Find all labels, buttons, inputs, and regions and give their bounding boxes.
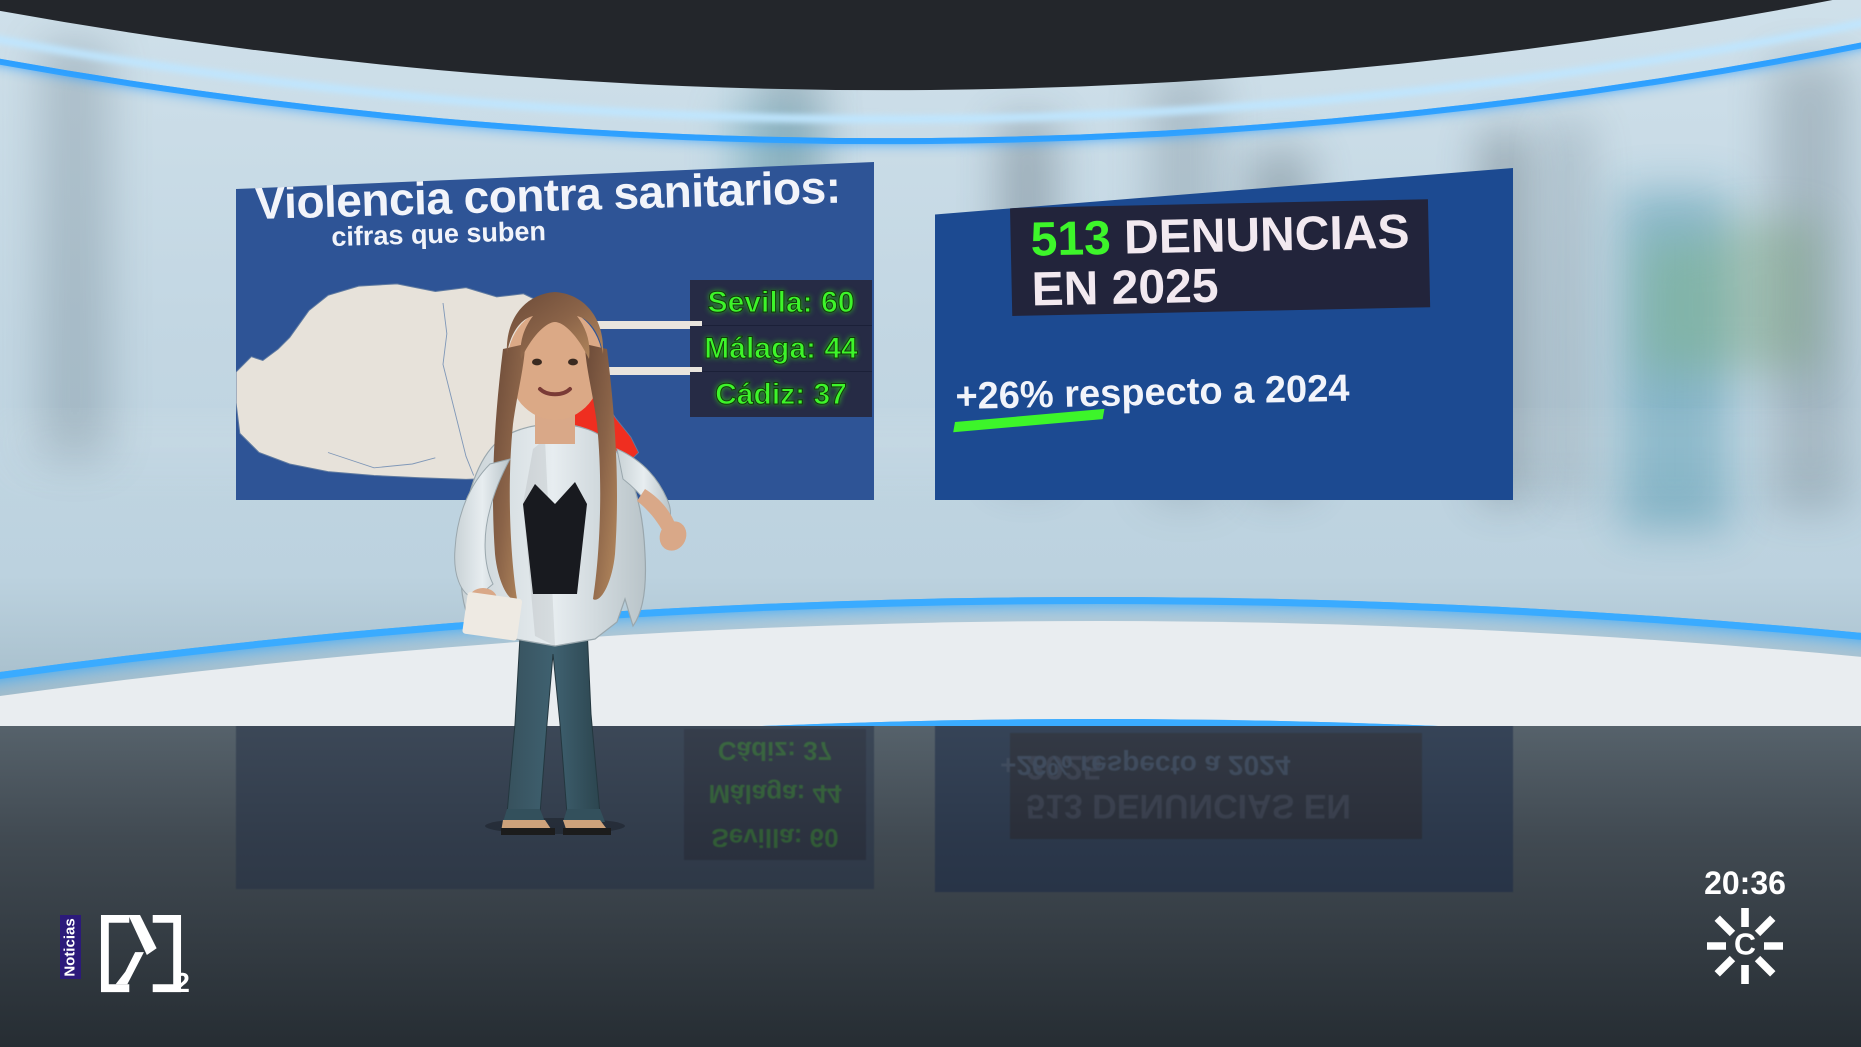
svg-text:2: 2 bbox=[175, 967, 190, 997]
svg-text:C: C bbox=[1734, 927, 1756, 961]
